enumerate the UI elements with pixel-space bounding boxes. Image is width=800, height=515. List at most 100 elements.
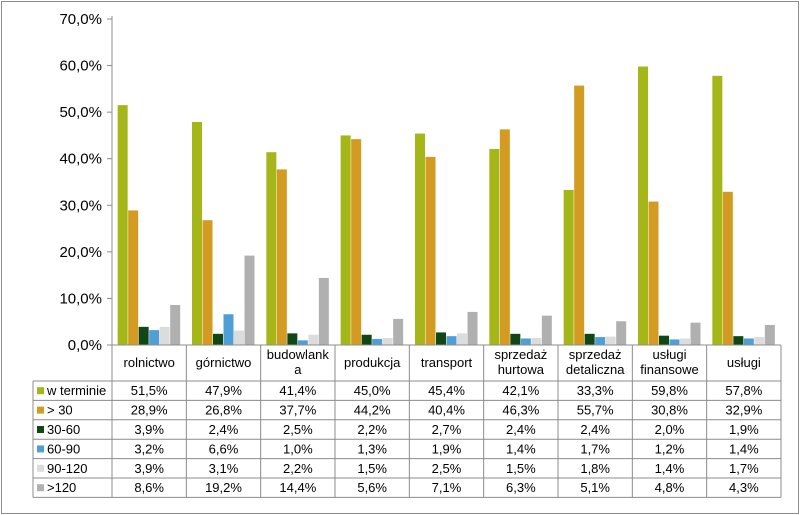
bar-30-60 (436, 332, 446, 345)
bar-90-120 (159, 326, 170, 345)
table-value: 57,8% (725, 383, 762, 398)
table-value: 28,9% (131, 403, 168, 418)
y-tick-label: 30,0% (59, 197, 102, 214)
bar-30-60 (733, 336, 744, 345)
bar-30-60 (659, 335, 669, 345)
bar-60-90 (297, 340, 308, 345)
table-value: 3,9% (134, 461, 164, 476)
bar-30-60 (510, 333, 521, 345)
bar-60-90 (669, 339, 680, 345)
table-value: 30,8% (651, 403, 688, 418)
legend-key (37, 464, 44, 472)
category-label: produkcja (344, 355, 401, 370)
bar-90-120 (605, 336, 616, 345)
table-value: 2,2% (357, 422, 387, 437)
table-value: 3,9% (134, 422, 164, 437)
category-label: sprzedaż (494, 347, 547, 362)
legend-label: 30-60 (47, 422, 80, 437)
table-value: 6,3% (506, 480, 536, 495)
bar-30 (425, 156, 436, 345)
bar-90-120 (308, 334, 319, 345)
table-value: 14,4% (279, 480, 316, 495)
table-value: 51,5% (131, 383, 168, 398)
table-value: 1,5% (357, 461, 387, 476)
bar-60-90 (149, 330, 160, 345)
table-value: 1,2% (655, 441, 685, 456)
table-value: 1,9% (432, 441, 462, 456)
table-value: 3,2% (134, 441, 164, 456)
category-label: budowlank (267, 347, 330, 362)
table-value: 4,8% (655, 480, 685, 495)
table-value: 2,2% (283, 461, 313, 476)
bar-30 (648, 201, 659, 345)
bar-60-90 (372, 338, 383, 345)
bar-60-90 (595, 337, 606, 345)
bar-120 (170, 304, 181, 345)
bar-w-terminie (489, 148, 500, 345)
bar-30-60 (584, 333, 595, 345)
bar-30 (128, 210, 139, 345)
bar-120 (690, 322, 701, 345)
table-value: 55,7% (577, 403, 614, 418)
table-value: 44,2% (354, 403, 391, 418)
bar-120 (467, 311, 478, 345)
bar-w-terminie (340, 135, 351, 345)
bar-90-120 (234, 330, 244, 345)
category-label: rolnictwo (124, 355, 175, 370)
category-label: usługi (727, 355, 761, 370)
table-value: 33,3% (577, 383, 614, 398)
bar-90-120 (382, 338, 393, 345)
table-value: 1,9% (729, 422, 759, 437)
table-value: 5,6% (357, 480, 387, 495)
table-value: 40,4% (428, 403, 465, 418)
category-label: detaliczna (566, 362, 625, 377)
legend-key (37, 445, 44, 453)
table-value: 6,6% (209, 441, 239, 456)
bar-30 (276, 169, 287, 345)
bar-30-60 (213, 333, 223, 345)
bar-90-120 (754, 337, 765, 345)
table-value: 1,5% (506, 461, 536, 476)
bar-w-terminie (117, 105, 128, 346)
table-value: 1,7% (729, 461, 759, 476)
bar-30 (499, 129, 510, 345)
category-label: sprzedaż (569, 347, 622, 362)
bar-30 (722, 191, 733, 345)
table-value: 1,7% (580, 441, 610, 456)
table-value: 8,6% (134, 480, 164, 495)
category-label: a (294, 362, 302, 377)
y-tick-label: 70,0% (59, 11, 102, 28)
legend-label: 60-90 (47, 441, 80, 456)
category-label: finansowe (640, 362, 699, 377)
legend-label: w terminie (46, 383, 106, 398)
table-value: 45,0% (354, 383, 391, 398)
bar-w-terminie (266, 152, 277, 345)
table-value: 59,8% (651, 383, 688, 398)
bar-30-60 (287, 333, 298, 345)
bar-30 (574, 85, 585, 346)
bar-60-90 (223, 314, 234, 345)
table-value: 2,0% (655, 422, 685, 437)
table-value: 1,4% (655, 461, 685, 476)
table-value: 2,5% (283, 422, 313, 437)
bar-120 (541, 315, 552, 345)
legend-key (37, 426, 44, 433)
table-value: 42,1% (502, 383, 539, 398)
legend-key (37, 484, 44, 492)
table-value: 1,4% (729, 441, 759, 456)
category-label: hurtowa (498, 362, 545, 377)
y-tick-label: 0,0% (68, 337, 102, 354)
y-tick-label: 10,0% (59, 290, 102, 307)
bar-120 (616, 321, 627, 345)
bar-30 (351, 139, 362, 345)
table-value: 1,4% (506, 441, 536, 456)
table-value: 37,7% (279, 403, 316, 418)
category-label: transport (421, 355, 473, 370)
table-value: 1,8% (580, 461, 610, 476)
table-value: 26,8% (205, 403, 242, 418)
table-value: 19,2% (205, 480, 242, 495)
table-value: 5,1% (580, 480, 610, 495)
bar-w-terminie (638, 66, 648, 345)
table-value: 41,4% (279, 383, 316, 398)
